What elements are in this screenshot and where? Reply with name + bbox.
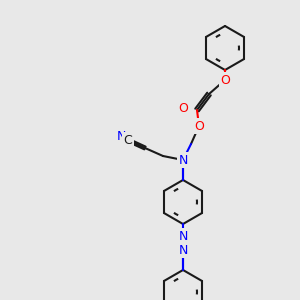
Text: O: O [220, 74, 230, 86]
Text: O: O [194, 119, 204, 133]
Text: N: N [178, 244, 188, 256]
Text: C: C [124, 134, 132, 146]
Text: N: N [178, 154, 188, 166]
Text: N: N [116, 130, 126, 143]
Text: O: O [178, 101, 188, 115]
Text: N: N [178, 230, 188, 242]
